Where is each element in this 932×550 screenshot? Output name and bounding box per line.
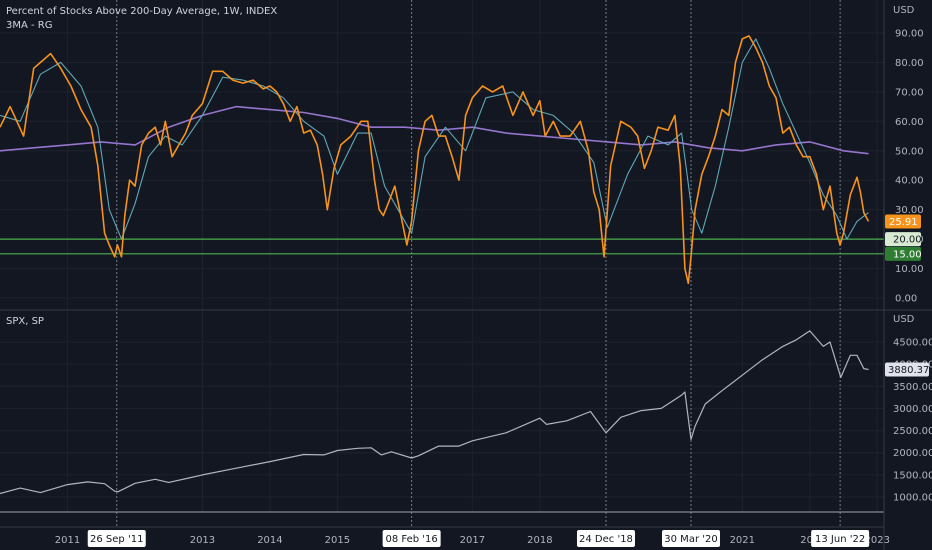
upper-y-tick-label: 30.00 [895, 205, 924, 216]
date-marker-label: 08 Feb '16 [386, 534, 438, 545]
threshold-badge-15 [885, 246, 921, 261]
date-marker-label: 30 Mar '20 [664, 534, 717, 545]
upper-y-tick-label: 40.00 [895, 176, 924, 187]
lower-y-tick-label: 1500.00 [893, 470, 932, 481]
upper-y-tick-label: 60.00 [895, 117, 924, 128]
date-marker-badge [576, 530, 635, 547]
upper-currency-label: USD [893, 5, 915, 16]
x-axis-year-label: 2021 [730, 535, 755, 546]
threshold-badge-20-label: 20.00 [893, 235, 922, 246]
price-badges: 25.91 20.00 15.00 3880.37 [885, 214, 929, 377]
time-axis: 2011 2013 2014 2015 2017 2018 2021 202 2023 26 Se… [55, 530, 890, 547]
x-axis-year-label: 2014 [257, 535, 282, 546]
lower-pane-title: SPX, SP [6, 316, 44, 327]
lower-y-tick-label: 3500.00 [893, 382, 932, 393]
upper-y-tick-label: 50.00 [895, 146, 924, 157]
date-marker-badge [662, 530, 721, 547]
threshold-lines [0, 238, 884, 255]
last-value-badge-label: 25.91 [889, 217, 918, 228]
breadth-line [0, 35, 870, 285]
threshold-badge-20 [885, 232, 921, 247]
date-marker-badge [87, 530, 146, 547]
date-marker-label: 13 Jun '22 [815, 534, 865, 545]
x-axis-year-label: 2018 [527, 535, 552, 546]
upper-y-tick-label: 80.00 [895, 58, 924, 69]
lower-y-tick-label: 1000.00 [893, 493, 932, 504]
x-axis-year-label: 2015 [325, 535, 350, 546]
date-marker-badge [382, 530, 441, 547]
upper-pane-title: Percent of Stocks Above 200-Day Average,… [6, 6, 277, 17]
fast-moving-average-line [0, 38, 869, 240]
lower-series-group [0, 330, 869, 495]
last-value-badge [885, 214, 921, 229]
x-axis-year-label: 2013 [190, 535, 215, 546]
lower-currency-label: USD [893, 314, 915, 325]
lower-y-tick-label: 3000.00 [893, 404, 932, 415]
date-marker-label: 26 Sep '11 [90, 534, 143, 545]
lower-y-tick-label: 4500.00 [893, 338, 932, 349]
upper-y-tick-label: 90.00 [895, 29, 924, 40]
upper-pane-subtitle: 3MA - RG [6, 20, 53, 31]
upper-y-tick-label: 70.00 [895, 87, 924, 98]
threshold-badge-15-label: 15.00 [893, 249, 922, 260]
x-axis-year-label: 2017 [460, 535, 485, 546]
date-marker-badge [811, 530, 870, 547]
slow-moving-average-line [0, 105, 869, 155]
lower-pane-grid [0, 310, 884, 512]
spx-last-value-badge [885, 362, 929, 377]
upper-series-group [0, 35, 870, 285]
upper-y-tick-label: 10.00 [895, 264, 924, 275]
lower-y-tick-label: 2500.00 [893, 426, 932, 437]
x-axis-year-label: 202 [800, 535, 819, 546]
spx-price-line [0, 330, 869, 495]
spx-last-value-badge-label: 3880.37 [888, 365, 929, 376]
upper-y-tick-label: 0.00 [895, 294, 917, 305]
date-marker-label: 24 Dec '18 [579, 534, 633, 545]
x-axis-year-label: 2011 [55, 535, 80, 546]
x-axis-year-label: 2023 [865, 535, 890, 546]
lower-y-tick-label: 2000.00 [893, 448, 932, 459]
